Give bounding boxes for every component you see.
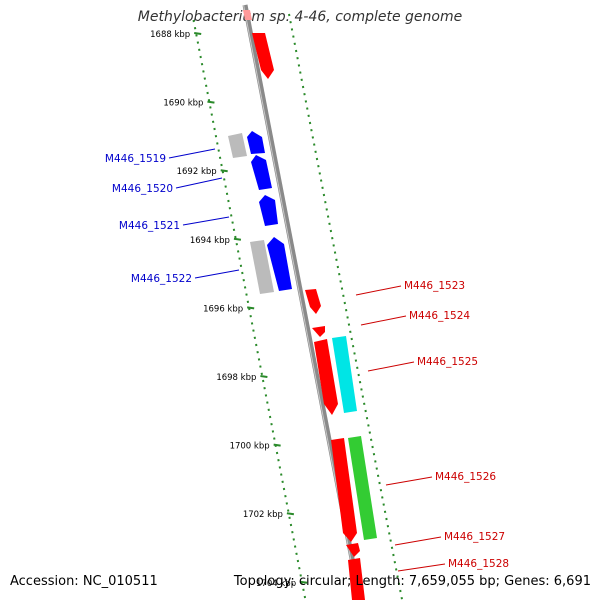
gene-label-m446-1519: M446_1519 [105,153,166,165]
scale-label: 1696 kbp [203,304,243,314]
scale-label: 1688 kbp [150,30,190,40]
pseudo-gene-block-2 [250,240,274,294]
major-tick [273,443,281,447]
gene-leader-line [397,563,446,572]
major-tick [286,512,295,516]
scale-label: 1694 kbp [190,236,230,246]
gene-label-m446-1521: M446_1521 [119,220,180,232]
gene-leader-line [355,285,402,296]
scale-label: 1690 kbp [163,99,203,109]
major-tick [233,237,242,241]
gene-arrow-m446-1527 [346,543,360,557]
gene-leader-line [194,269,240,279]
gene-label-m446-1523: M446_1523 [404,280,465,292]
gene-leader-line [367,361,415,372]
gene-leader-line [394,536,442,546]
gene-arrow-m446-1519 [247,131,265,154]
pseudo-gene-block [228,133,247,158]
accession-label: Accession: NC_010511 [10,574,158,589]
major-tick [194,32,202,35]
gene-arrow-top-fragment [243,10,252,20]
major-tick [247,306,255,310]
green-gene-block [348,436,377,540]
gene-arrow-m446-1522 [267,237,292,291]
gene-arrow-m446-1523 [305,289,321,314]
gene-leader-line [182,216,230,226]
gene-label-m446-1520: M446_1520 [112,183,173,195]
gene-arrow-m446-1521 [259,195,278,226]
gene-label-m446-1528: M446_1528 [448,558,509,570]
gene-arrow-1688 [252,33,274,79]
major-tick [207,100,215,104]
inner-tick-ring [192,19,307,599]
major-tick [220,169,228,173]
gene-label-m446-1522: M446_1522 [131,273,192,285]
gene-leader-line [168,148,216,159]
gene-label-m446-1526: M446_1526 [435,471,496,483]
genome-summary-label: Topology: circular; Length: 7,659,055 bp… [233,574,591,589]
gene-arrow-m446-1525 [314,339,338,415]
gene-label-m446-1524: M446_1524 [409,310,470,322]
gene-label-m446-1525: M446_1525 [417,356,478,368]
scale-label: 1702 kbp [243,510,283,520]
gene-arrow-m446-1520 [251,155,272,190]
scale-label: 1692 kbp [177,167,217,177]
gene-arrow-m446-1526 [331,438,357,542]
map-title: Methylobacterium sp. 4-46, complete geno… [137,9,463,25]
scale-label: 1698 kbp [216,373,256,383]
cyan-gene-block [332,336,357,413]
gene-labels: M446_1519 M446_1520 M446_1521 M446_1522 M446… [105,148,509,572]
gene-arrow-m446-1524 [312,326,325,337]
major-tick [260,375,268,378]
gene-leader-line [175,177,223,189]
outer-tick-ring [288,13,403,600]
scale-labels: 1688 kbp 1690 kbp 1692 kbp 1694 kbp 1696 kbp… [150,30,308,589]
gene-leader-line [360,315,407,326]
major-tick [299,580,308,584]
scale-label: 1700 kbp [230,442,270,452]
gene-arrow-m446-1528 [348,558,365,600]
gene-label-m446-1527: M446_1527 [444,531,505,543]
scale-label: 1704 kbp [256,579,296,589]
gene-leader-line [385,476,433,486]
